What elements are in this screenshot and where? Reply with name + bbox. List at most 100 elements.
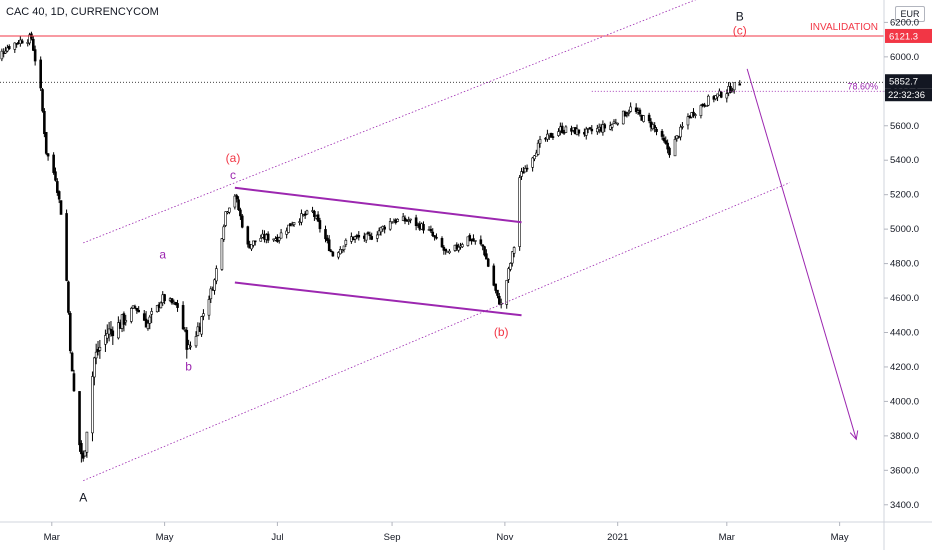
candle-body: [70, 352, 74, 372]
candle-body: [625, 113, 629, 116]
candle-body: [4, 50, 7, 54]
candle-body: [375, 234, 379, 239]
candle-body: [124, 320, 128, 323]
candle-body: [364, 233, 368, 241]
candle-body: [163, 294, 166, 302]
candle-body: [313, 211, 316, 217]
projection-arrowhead: [849, 430, 859, 441]
y-tick-label: 3600.0: [890, 465, 919, 476]
x-tick-label: 2021: [607, 532, 628, 543]
candle-body: [353, 236, 357, 240]
candle-body: [634, 107, 638, 112]
y-tick-label: 5200.0: [890, 190, 919, 201]
candle-body: [494, 283, 497, 291]
candle-body: [318, 220, 322, 230]
candle-body: [41, 89, 44, 112]
candle-body: [440, 238, 444, 248]
candle-body: [202, 313, 205, 317]
candle-body: [213, 279, 216, 291]
candle-body: [33, 49, 37, 62]
currency-button[interactable]: EUR: [895, 6, 925, 22]
candle-body: [673, 139, 677, 157]
candle-body: [331, 251, 335, 257]
channel-upper-line: [83, 0, 697, 244]
candle-body: [577, 129, 581, 134]
candle-body: [338, 249, 342, 255]
invalidation-price-text: 6121.3: [889, 31, 918, 42]
candle-body: [109, 328, 113, 331]
x-tick-label: Jul: [271, 532, 283, 543]
candle-body: [481, 244, 484, 247]
candle-body: [246, 226, 250, 245]
candle-body: [85, 431, 89, 453]
drawings: [0, 0, 884, 482]
candle-body: [692, 111, 695, 117]
candle-body: [473, 240, 477, 242]
candle-body: [466, 236, 470, 246]
invalidation-label: INVALIDATION: [810, 22, 878, 33]
candle-body: [584, 128, 588, 136]
wave-label: (a): [226, 151, 241, 165]
x-tick-label: Sep: [384, 532, 401, 543]
y-tick-label: 4400.0: [890, 327, 919, 338]
candle-body: [83, 450, 87, 457]
candle-body: [250, 244, 253, 250]
candle-body: [94, 351, 98, 359]
candle-body: [662, 137, 666, 142]
wave-label: b: [185, 359, 192, 373]
candle-body: [472, 238, 475, 242]
candle-body: [485, 253, 488, 260]
candle-body: [220, 238, 224, 270]
candle-body: [366, 232, 370, 235]
candle-body: [7, 46, 11, 50]
candle-body: [342, 245, 346, 250]
candle-body: [65, 213, 68, 281]
candle-body: [525, 167, 529, 170]
candle-body: [479, 239, 483, 245]
candle-body: [520, 171, 523, 177]
y-tick-label: 4200.0: [890, 362, 919, 373]
candle-body: [0, 50, 4, 60]
flag-top-line: [234, 186, 522, 224]
candle-body: [705, 105, 708, 107]
y-tick-label: 4800.0: [890, 259, 919, 270]
candle-body: [277, 237, 281, 241]
candle-body: [222, 226, 226, 240]
candle-body: [200, 316, 203, 335]
candle-body: [666, 142, 669, 150]
candle-body: [292, 222, 296, 225]
labels: INVALIDATION 6121.3 5852.7 22:32:36 78.60% Aa…: [79, 10, 932, 504]
candle-body: [719, 91, 723, 98]
y-tick-label: 5000.0: [890, 224, 919, 235]
candle-body: [137, 309, 141, 313]
candle-body: [435, 236, 438, 239]
y-tick-label: 5600.0: [890, 121, 919, 132]
wave-label: a: [159, 247, 166, 261]
candle-body: [15, 43, 18, 45]
candle-body: [457, 246, 460, 251]
candle-body: [653, 125, 656, 129]
candle-body: [327, 239, 331, 251]
channel-lower-line: [83, 182, 790, 482]
candle-body: [52, 154, 55, 173]
candle-body: [303, 213, 307, 216]
candle-body: [590, 128, 594, 132]
x-tick-label: Mar: [44, 532, 60, 543]
candle-body: [80, 443, 83, 455]
candle-body: [468, 235, 472, 241]
x-tick-label: Mar: [719, 532, 735, 543]
candle-body: [72, 373, 76, 392]
candle-body: [146, 323, 150, 329]
candle-body: [422, 224, 425, 231]
candle-body: [142, 313, 146, 321]
candle-body: [379, 227, 383, 233]
candle-body: [523, 168, 527, 173]
x-tick-label: May: [831, 532, 849, 543]
candle-body: [91, 376, 94, 434]
candle-body: [538, 138, 542, 144]
candle-body: [647, 114, 651, 122]
candle-body: [316, 214, 320, 222]
candle-body: [13, 42, 17, 50]
